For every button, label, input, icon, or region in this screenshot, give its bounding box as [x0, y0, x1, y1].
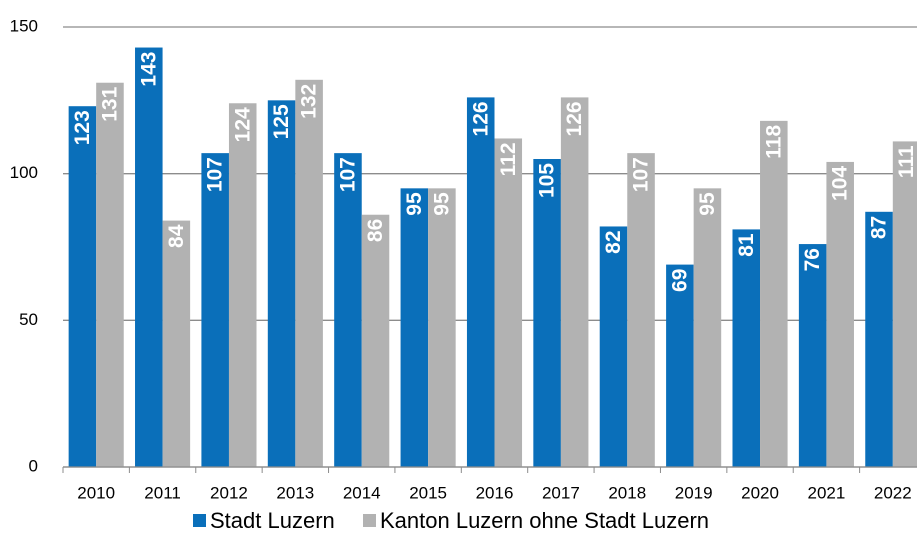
x-tick-label: 2016 — [476, 483, 514, 502]
value-label: 95 — [430, 192, 453, 216]
x-tick-label: 2012 — [210, 483, 248, 502]
bar — [68, 106, 97, 467]
bar — [760, 120, 788, 467]
bar — [267, 100, 296, 467]
bar — [400, 188, 429, 468]
bar — [627, 153, 655, 467]
x-tick-label: 2014 — [343, 483, 381, 502]
value-label: 126 — [563, 101, 586, 136]
y-tick-label: 0 — [29, 456, 38, 475]
bar — [228, 103, 257, 468]
value-label: 104 — [829, 166, 852, 201]
bar — [201, 153, 229, 467]
value-label: 86 — [364, 219, 387, 242]
bar — [466, 97, 495, 468]
bar — [599, 226, 628, 467]
value-label: 131 — [99, 86, 122, 121]
bar — [892, 141, 917, 467]
value-label: 112 — [497, 142, 520, 176]
y-tick-label: 150 — [10, 16, 38, 35]
value-label: 82 — [602, 230, 625, 253]
value-label: 125 — [270, 104, 293, 139]
value-label: 124 — [231, 107, 254, 142]
bar — [334, 153, 362, 467]
value-label: 95 — [696, 192, 719, 216]
value-label: 105 — [536, 163, 559, 198]
x-tick-label: 2020 — [741, 483, 779, 502]
x-tick-label: 2010 — [77, 483, 115, 502]
bar — [533, 159, 561, 467]
value-label: 76 — [801, 248, 824, 271]
bar — [732, 229, 761, 467]
value-label: 143 — [137, 52, 160, 87]
value-label: 95 — [403, 192, 426, 216]
legend-swatch — [363, 514, 376, 527]
y-tick-label: 100 — [10, 163, 38, 182]
value-label: 107 — [204, 157, 227, 192]
value-label: 111 — [895, 145, 917, 178]
bar — [96, 82, 124, 467]
x-tick-label: 2021 — [808, 483, 846, 502]
x-tick-label: 2017 — [542, 483, 580, 502]
bar — [494, 138, 523, 467]
value-label: 69 — [668, 269, 691, 292]
bar — [865, 211, 893, 467]
bar — [798, 244, 827, 467]
x-tick-label: 2022 — [874, 483, 912, 502]
bar — [666, 264, 694, 467]
bar — [135, 47, 163, 468]
value-label: 87 — [868, 216, 891, 239]
legend-label: Stadt Luzern — [210, 508, 335, 533]
value-label: 84 — [165, 224, 188, 248]
x-tick-label: 2019 — [675, 483, 713, 502]
value-label: 126 — [469, 101, 492, 136]
bar — [428, 188, 456, 468]
legend-label: Kanton Luzern ohne Stadt Luzern — [380, 508, 709, 533]
x-tick-label: 2018 — [608, 483, 646, 502]
value-label: 123 — [71, 110, 94, 145]
value-label: 107 — [337, 157, 360, 192]
bar — [560, 97, 589, 468]
y-tick-label: 50 — [19, 310, 38, 329]
value-label: 118 — [762, 125, 785, 159]
legend-swatch — [193, 514, 206, 527]
bar — [295, 79, 323, 468]
value-label: 107 — [630, 157, 653, 192]
bar — [693, 188, 722, 468]
x-tick-label: 2013 — [276, 483, 314, 502]
x-tick-label: 2011 — [144, 483, 181, 502]
x-tick-label: 2015 — [409, 483, 447, 502]
bar — [162, 220, 191, 467]
bar — [361, 214, 390, 467]
value-label: 81 — [735, 233, 758, 257]
bar — [826, 161, 854, 467]
value-label: 132 — [298, 84, 321, 119]
